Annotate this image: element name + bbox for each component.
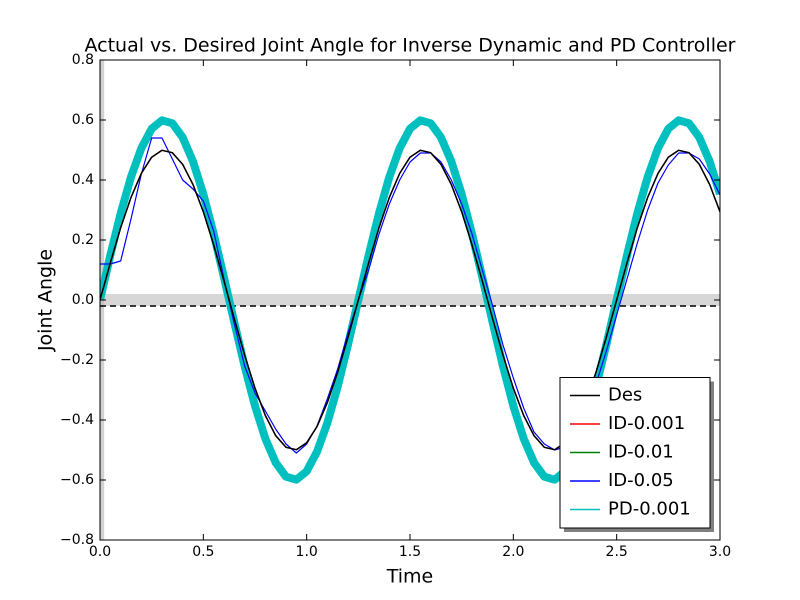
x-axis-label: Time	[386, 566, 434, 588]
y-tick-label: −0.2	[60, 352, 94, 368]
x-tick-label: 3.0	[709, 544, 731, 560]
legend-label: ID-0.05	[608, 470, 674, 491]
y-tick-label: 0.8	[72, 52, 94, 68]
series-line	[100, 137, 720, 454]
y-tick-label: −0.6	[60, 472, 94, 488]
x-tick-label: 0.5	[192, 544, 214, 560]
legend-label: Des	[608, 385, 642, 406]
legend-label: ID-0.01	[608, 442, 674, 463]
y-axis-label: Joint Angle	[35, 249, 57, 352]
legend-label: PD-0.001	[608, 499, 691, 520]
horizontal-span	[100, 294, 720, 306]
chart-title: Actual vs. Desired Joint Angle for Inver…	[84, 35, 735, 57]
y-tick-label: 0.2	[72, 232, 94, 248]
y-tick-label: 0.4	[72, 172, 94, 188]
series-line	[100, 149, 720, 451]
y-tick-label: 0.6	[72, 112, 94, 128]
x-tick-label: 0.0	[89, 544, 111, 560]
y-tick-label: −0.8	[60, 532, 94, 548]
y-tick-label: −0.4	[60, 412, 94, 428]
x-tick-label: 1.5	[399, 544, 421, 560]
y-tick-label: 0.0	[72, 292, 94, 308]
legend-label: ID-0.001	[608, 413, 685, 434]
x-tick-label: 2.0	[502, 544, 524, 560]
x-tick-label: 2.5	[606, 544, 628, 560]
x-tick-label: 1.0	[296, 544, 318, 560]
